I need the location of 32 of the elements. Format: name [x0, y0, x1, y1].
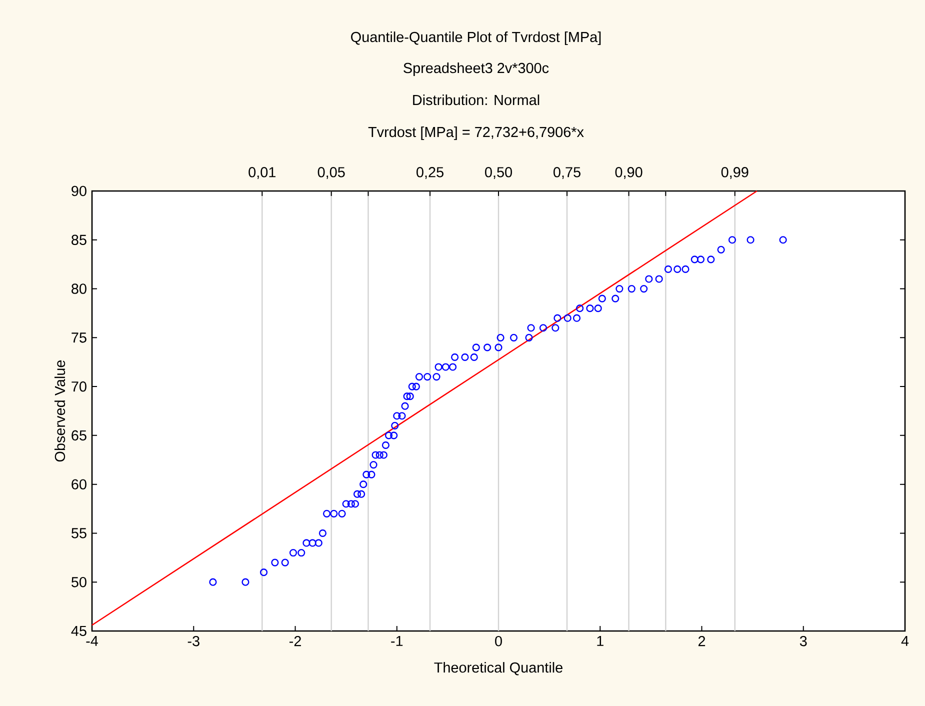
y-tick-label: 55: [72, 528, 86, 538]
text: Distribution: Normal: [413, 94, 540, 106]
x-tick-label: 0: [495, 636, 502, 646]
y-axis-title: Observed Value: [54, 360, 66, 462]
chart-subtitle: Spreadsheet3 2v*300c: [404, 62, 549, 76]
text: Tvrdost [MPa] = 72,732+6,7906*x: [368, 126, 584, 140]
x-tick-label: -4: [86, 636, 98, 646]
annotation: 0,05: [318, 167, 345, 179]
x-tick-label: 1: [597, 636, 604, 646]
x-tick-label: -1: [391, 636, 403, 646]
annotation: 0,99: [721, 167, 748, 179]
y-tick-label: 70: [72, 381, 86, 392]
annotation: 0,75: [554, 167, 580, 179]
y-tick-label: 80: [72, 284, 86, 294]
annotation: 0,90: [615, 167, 642, 179]
x-tick-label: -2: [289, 636, 301, 646]
chart-title: Quantile-Quantile Plot of Tvrdost [MPa]: [351, 32, 601, 45]
x-tick-label: 2: [698, 636, 706, 646]
y-tick-label: 60: [72, 479, 86, 490]
y-tick-label: 75: [72, 332, 86, 343]
y-tick-label: 85: [72, 234, 86, 245]
annotation: 0,50: [485, 167, 512, 179]
x-tick-label: 4: [901, 636, 909, 646]
y-tick-label: 65: [72, 430, 86, 441]
annotation: 0,01: [248, 167, 276, 179]
y-tick-label: 50: [72, 576, 86, 588]
x-axis-title: Theoretical Quantile: [434, 662, 562, 676]
y-tick-label: 45: [71, 626, 86, 636]
annotation: 0,25: [416, 167, 444, 179]
x-tick-label: -3: [188, 636, 200, 646]
y-tick-label: 90: [72, 186, 86, 196]
x-tick-label: 3: [800, 636, 807, 646]
